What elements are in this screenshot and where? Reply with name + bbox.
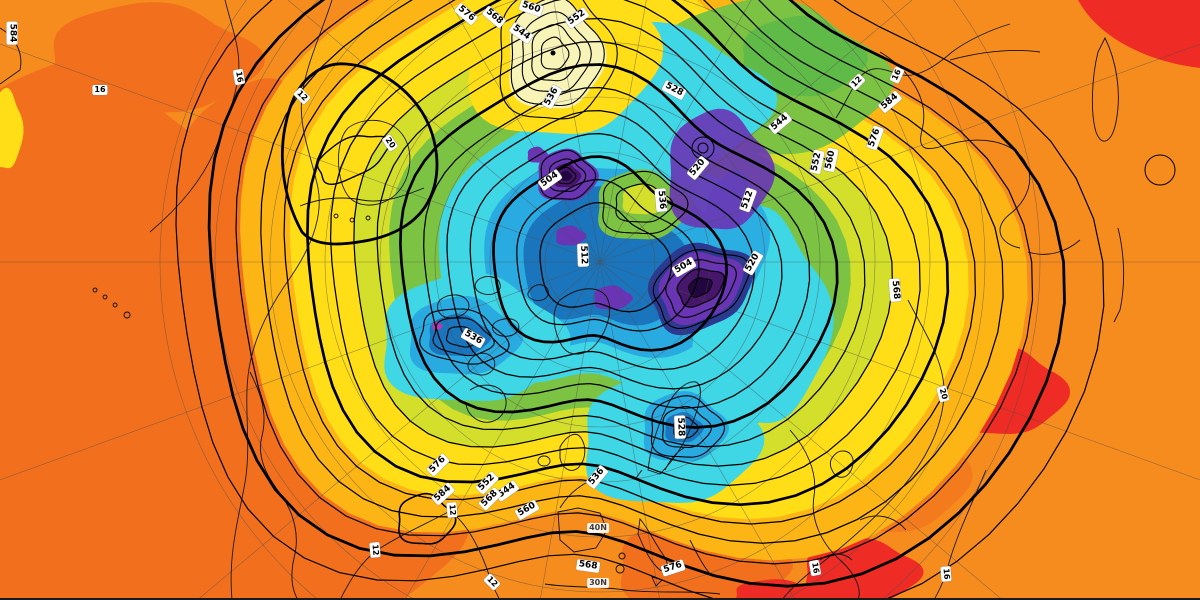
map-frame-border: [0, 598, 1200, 600]
